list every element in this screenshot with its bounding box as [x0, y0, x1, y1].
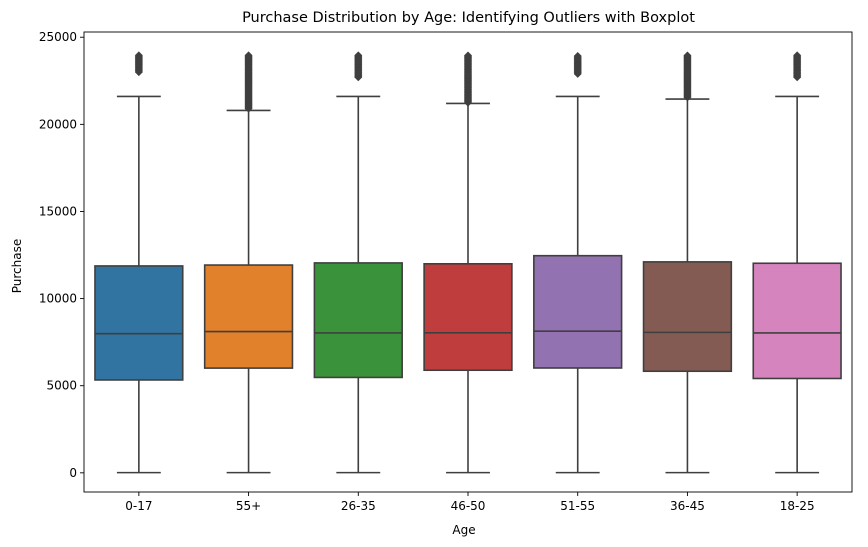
chart-title: Purchase Distribution by Age: Identifyin…: [242, 10, 695, 26]
x-tick-label: 46-50: [451, 499, 486, 513]
y-tick-label: 10000: [39, 292, 77, 306]
y-tick-label: 5000: [46, 379, 77, 393]
y-tick-label: 20000: [39, 117, 77, 131]
outlier-point: [464, 51, 472, 60]
x-axis-label: Age: [452, 523, 475, 537]
outlier-point: [683, 51, 692, 60]
y-tick-label: 0: [69, 466, 77, 480]
x-tick-label: 36-45: [670, 499, 705, 513]
box-0-17: [94, 265, 184, 381]
outlier-point: [354, 51, 363, 60]
y-tick-label: 25000: [39, 30, 77, 44]
outlier-point: [573, 52, 582, 61]
x-tick-label: 51-55: [560, 499, 595, 513]
outlier-point: [793, 51, 802, 60]
outlier-point: [244, 51, 253, 60]
box-18-25: [752, 262, 842, 380]
box-36-45: [642, 261, 733, 373]
y-axis-label: Purchase: [10, 239, 24, 294]
outlier-point: [134, 51, 143, 60]
box-46-50: [423, 262, 513, 372]
x-tick-label: 26-35: [341, 499, 376, 513]
x-tick-label: 18-25: [780, 499, 815, 513]
plot-area: 0 5000 10000 15000 20000 25000 0-17 55+ 26-35 46-…: [39, 30, 853, 513]
box-26-35: [313, 262, 403, 379]
box-55+: [203, 264, 294, 369]
x-tick-label: 55+: [236, 499, 261, 513]
x-tick-label: 0-17: [125, 499, 152, 513]
y-tick-label: 15000: [39, 204, 77, 218]
box-51-55: [533, 254, 623, 369]
